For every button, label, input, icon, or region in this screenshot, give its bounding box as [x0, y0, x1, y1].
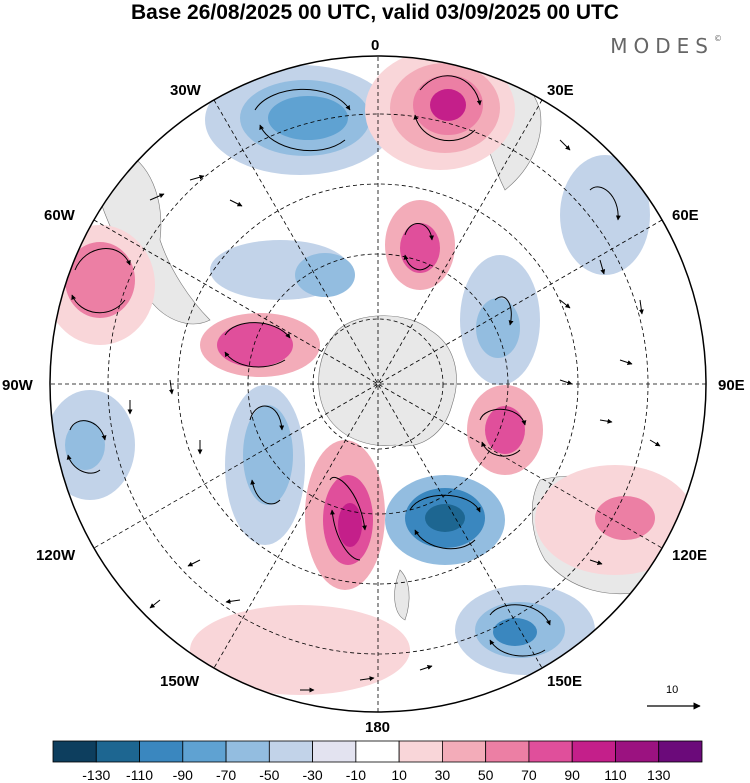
colorbar-tick-label: -30 [302, 767, 323, 783]
colorbar-tick-label: 70 [521, 767, 537, 783]
wind-vectors [66, 75, 661, 693]
modes-logo: MODES© [610, 34, 722, 58]
colorbar-swatch [658, 740, 703, 763]
colorbar-tick-label: 110 [604, 767, 627, 783]
colorbar-swatch [225, 740, 270, 763]
label-lon-30e: 30E [547, 82, 574, 99]
positive-anomalies [50, 56, 695, 695]
reference-vector-label: 10 [666, 684, 679, 696]
map-field [50, 56, 706, 712]
label-lon-90e: 90E [718, 377, 745, 394]
label-lon-0: 0 [371, 37, 380, 54]
pos-blob-165w [190, 605, 410, 695]
colorbar-swatch [441, 740, 487, 763]
colorbar-tick-label: 90 [564, 767, 580, 783]
colorbar-tick-label: 130 [647, 767, 671, 783]
label-lon-120e: 120E [672, 547, 708, 564]
label-lon-30w: 30W [170, 82, 201, 99]
colorbar [52, 740, 703, 763]
copyright-mark: © [714, 34, 722, 43]
colorbar-swatch [485, 740, 530, 763]
colorbar-swatch [528, 740, 573, 763]
colorbar-tick-label: 10 [391, 767, 407, 783]
colorbar-swatch [398, 740, 443, 763]
colorbar-tick-label: -10 [345, 767, 366, 783]
label-lon-90w: 90W [2, 377, 33, 394]
new-zealand-land [394, 569, 410, 621]
colorbar-swatch [312, 740, 357, 763]
colorbar-swatch [182, 740, 227, 763]
colorbar-swatch [52, 740, 97, 763]
label-lon-120w: 120W [36, 547, 76, 564]
colorbar-tick-label: 50 [477, 767, 494, 783]
colorbar-tick-label: -50 [259, 767, 280, 783]
colorbar-swatch [95, 740, 140, 763]
colorbar-swatch [615, 740, 660, 763]
map-title: Base 26/08/2025 00 UTC, valid 03/09/2025… [131, 1, 619, 24]
label-lon-180: 180 [365, 719, 391, 736]
colorbar-tick-label: 30 [434, 767, 451, 783]
brand-text: MODES [610, 34, 714, 58]
colorbar-tick-label: -90 [172, 767, 193, 783]
colorbar-swatch [355, 740, 400, 763]
graticule [50, 56, 706, 712]
colorbar-swatch [268, 740, 314, 763]
colorbar-tick-label: -130 [82, 767, 111, 783]
label-lon-60e: 60E [672, 207, 699, 224]
label-lon-150w: 150W [160, 673, 200, 690]
colorbar-tick-label: -110 [126, 767, 154, 783]
colorbar-tick-label: -70 [215, 767, 237, 783]
colorbar-swatch [571, 740, 616, 763]
colorbar-swatch [139, 740, 184, 763]
map-boundary [49, 55, 707, 713]
neg-blob-60e [560, 155, 650, 275]
label-lon-150e: 150E [547, 673, 583, 690]
label-lon-60w: 60W [44, 207, 75, 224]
antarctica-land [318, 315, 457, 447]
